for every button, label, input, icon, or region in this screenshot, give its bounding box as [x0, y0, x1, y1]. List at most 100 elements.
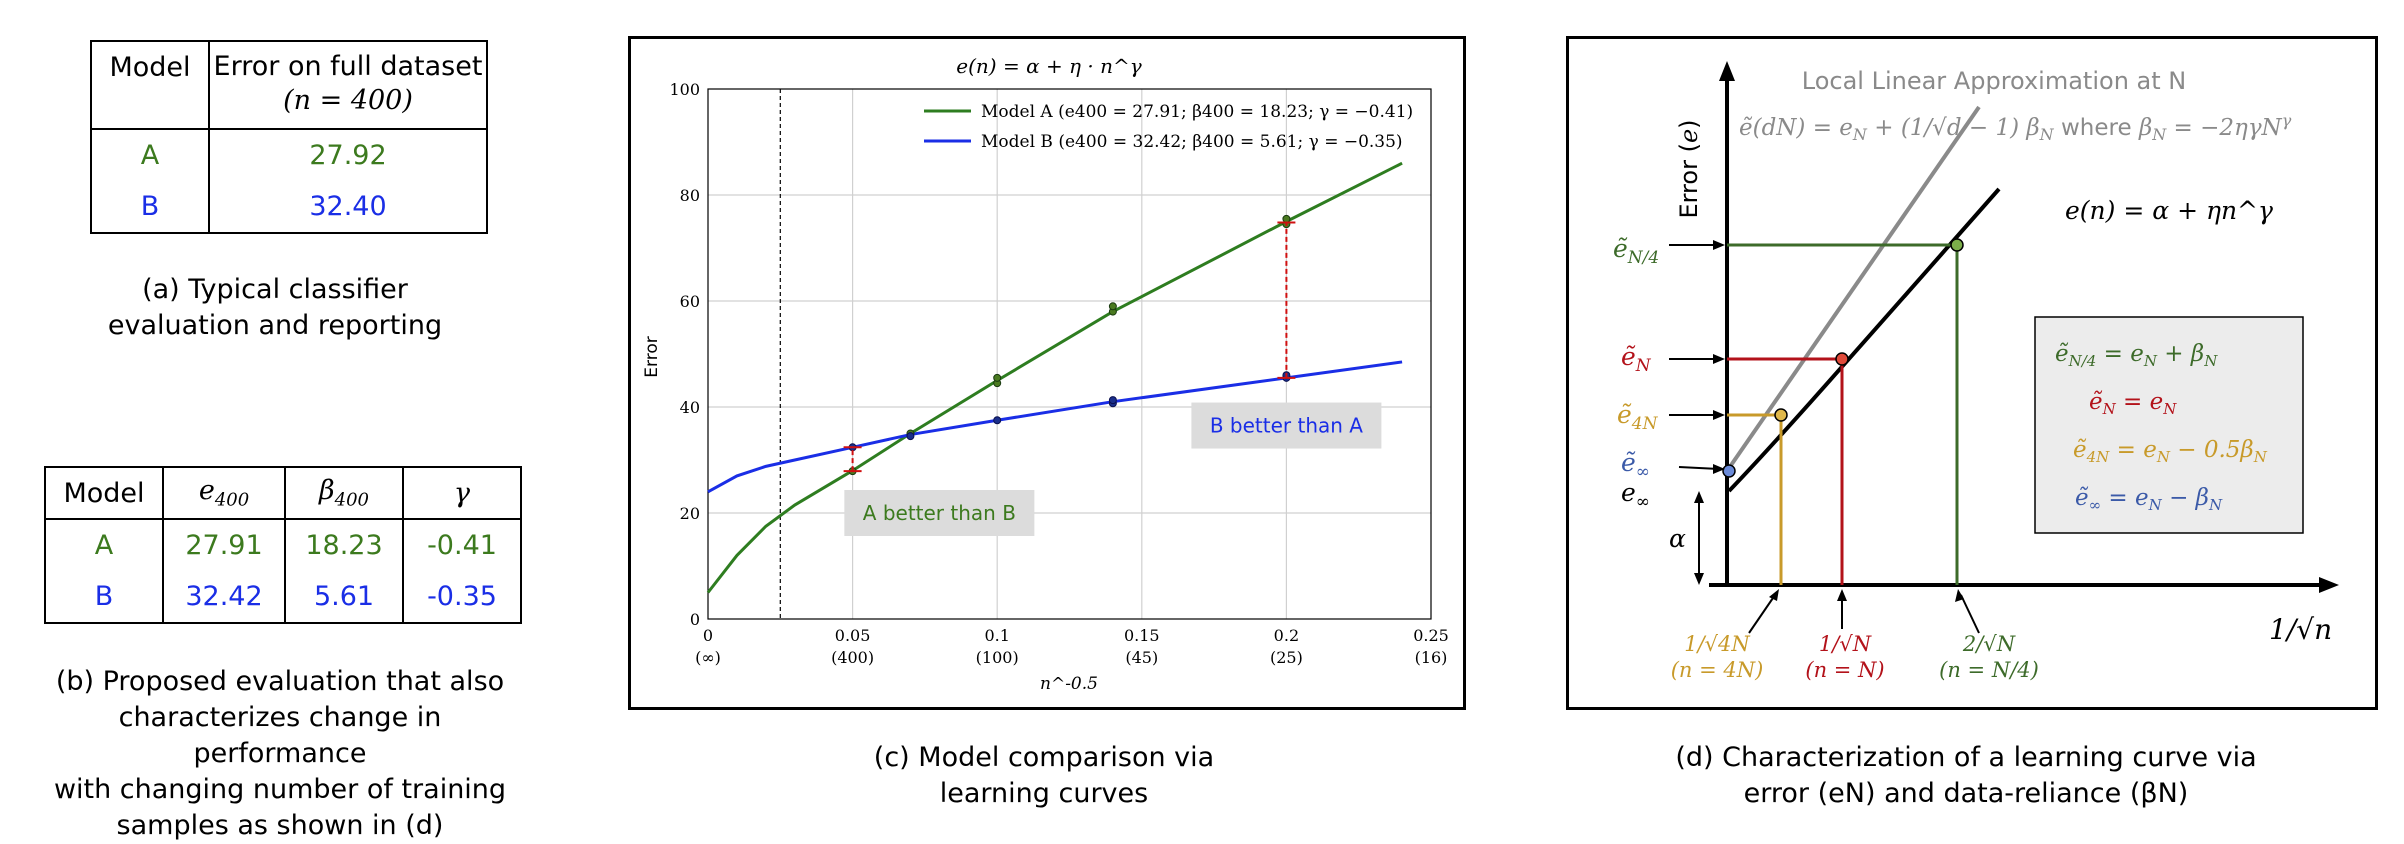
bottom-label-N4-sub: (n = N/4) [1939, 658, 2039, 682]
table-b-header-gamma: γ [402, 466, 522, 520]
label-eN: ẽN [1621, 342, 1652, 376]
caption-b: (b) Proposed evaluation that also charac… [53, 666, 507, 841]
table-b-row-b-model: B [44, 571, 164, 624]
label-einf-tilde: ẽ∞ [1621, 448, 1650, 482]
caption-d: (d) Characterization of a learning curve… [1675, 742, 2257, 809]
bottom-arrowheads-icon [1769, 589, 1964, 602]
point-gold [1774, 408, 1788, 422]
table-b-row-b-e: 32.42 [162, 571, 286, 624]
data-point-b [993, 416, 1002, 425]
legend-eN: ẽN = eN [2089, 389, 2177, 418]
chart-panel: 0 20 40 60 80 100 0 (∞) 0.05 (400) 0.1 (100) 0.15 (45… [628, 36, 1466, 710]
label-einf: e∞ [1621, 478, 1650, 512]
table-a-row-b-model: B [90, 181, 210, 234]
left-arrowheads-icon [1713, 240, 1725, 474]
y-tick-label: 100 [669, 80, 700, 99]
x-tick-label: 0.1 [984, 626, 1009, 645]
x-tick-label: 0.15 [1124, 626, 1160, 645]
table-b-header-e: e400 [162, 466, 286, 520]
chart-xlabel: n^-0.5 [1040, 674, 1098, 694]
data-point-a [1108, 302, 1117, 311]
x-tick-sublabel: (∞) [695, 648, 721, 667]
bottom-label-N-sub: (n = N) [1805, 658, 1884, 682]
diagram-x-label: 1/√n [2269, 613, 2332, 646]
annotation-box [844, 490, 1035, 536]
table-b-row-b-gamma: -0.35 [402, 571, 522, 624]
data-point-b [906, 432, 915, 441]
learning-curve-diagram: Local Linear Approximation at N ẽ(dN) = … [1613, 61, 2339, 682]
y-tick-label: 0 [690, 610, 700, 629]
y-tick-label: 60 [680, 292, 700, 311]
annotation-text: B better than A [1210, 414, 1363, 438]
table-b-row-b-beta: 5.61 [284, 571, 404, 624]
learning-curve-chart: 0 20 40 60 80 100 0 (∞) 0.05 (400) 0.1 (100) 0.15 (45… [642, 54, 1449, 694]
table-a-row-b-error: 32.40 [208, 181, 488, 234]
x-tick-label: 0.05 [835, 626, 871, 645]
bottom-label-4N-sub: (n = 4N) [1671, 658, 1764, 682]
y-tick-label: 40 [680, 398, 700, 417]
table-a: Model Error on full dataset (n = 400) A … [90, 40, 488, 234]
y-tick-label: 80 [680, 186, 700, 205]
table-a-header-error: Error on full dataset (n = 400) [208, 40, 488, 130]
table-b-row-a-beta: 18.23 [284, 518, 404, 571]
legend-eN4: ẽN/4 = eN + βN [2055, 341, 2218, 370]
caption-a: (a) Typical classifier evaluation and re… [107, 274, 443, 341]
tangent-line [1725, 105, 1981, 473]
label-eN4: ẽN/4 [1613, 234, 1659, 268]
point-red [1835, 352, 1849, 366]
label-e4N: ẽ4N [1617, 400, 1659, 434]
table-b-header-beta: β400 [284, 466, 404, 520]
annotation-box [1191, 402, 1382, 449]
data-point-a [993, 373, 1002, 382]
table-a-row-a-model: A [90, 128, 210, 181]
chart-legend: Model A (e400 = 27.91; β400 = 18.23; γ =… [924, 102, 1413, 152]
table-b-row-a-gamma: -0.41 [402, 518, 522, 571]
series-line-b [707, 360, 1403, 494]
table-b-row-a-e: 27.91 [162, 518, 286, 571]
alpha-arrow-top-icon [1694, 491, 1704, 503]
alpha-arrow-bottom-icon [1694, 573, 1704, 585]
x-tick-label: 0.2 [1274, 626, 1299, 645]
bottom-label-4N: 1/√4N [1684, 632, 1750, 656]
chart-title: e(n) = α + η · n^γ [956, 54, 1141, 78]
plot-frame [707, 88, 1432, 620]
label-alpha: α [1669, 524, 1686, 553]
table-a-row-a-error: 27.92 [208, 128, 488, 181]
x-tick-sublabel: (400) [831, 648, 874, 667]
chart-ylabel: Error [642, 336, 662, 377]
x-tick-sublabel: (25) [1270, 648, 1303, 667]
x-tick-sublabel: (100) [976, 648, 1019, 667]
table-b-header-model: Model [44, 466, 164, 520]
series-line-a [706, 161, 1403, 594]
bottom-arrows [1748, 594, 1980, 634]
diagram-x-arrow-icon [2319, 577, 2339, 593]
caption-c: (c) Model comparison via learning curves [873, 742, 1215, 809]
x-tick-sublabel: (16) [1415, 648, 1448, 667]
legend-label: Model B (e400 = 32.42; β400 = 5.61; γ = … [981, 132, 1403, 152]
left-arrows [1669, 244, 1720, 470]
table-b-row-a-model: A [44, 518, 164, 571]
diagram-y-label: Error (e) [1675, 119, 1703, 218]
point-green [1950, 238, 1964, 252]
data-point-a [1282, 214, 1291, 223]
bottom-label-N: 1/√N [1819, 632, 1872, 656]
diagram-panel: Local Linear Approximation at N ẽ(dN) = … [1566, 36, 2378, 710]
point-blue [1722, 464, 1736, 478]
annotation-text: A better than B [863, 501, 1016, 525]
legend-label: Model A (e400 = 27.91; β400 = 18.23; γ =… [981, 102, 1413, 122]
curve-label: e(n) = α + ηn^γ [2065, 196, 2273, 225]
x-tick-label: 0.25 [1413, 626, 1449, 645]
diagram-y-arrow-icon [1719, 61, 1735, 81]
data-point-b [1108, 396, 1117, 405]
x-tick-label: 0 [703, 626, 713, 645]
diagram-title: Local Linear Approximation at N [1802, 67, 2186, 95]
table-a-header-model: Model [90, 40, 210, 130]
y-tick-label: 20 [680, 504, 700, 523]
legend-e4N: ẽ4N = eN − 0.5βN [2073, 437, 2268, 466]
table-b: Model e400 β400 γ A 27.91 18.23 -0.41 B … [44, 466, 522, 624]
bottom-label-N4: 2/√N [1962, 632, 2016, 656]
x-tick-sublabel: (45) [1125, 648, 1158, 667]
diagram-formula: ẽ(dN) = eN + (1/√d − 1) βN where βN = −2… [1739, 111, 2292, 144]
diagram-legend-box [2034, 316, 2304, 534]
learning-curve [1727, 187, 2001, 493]
